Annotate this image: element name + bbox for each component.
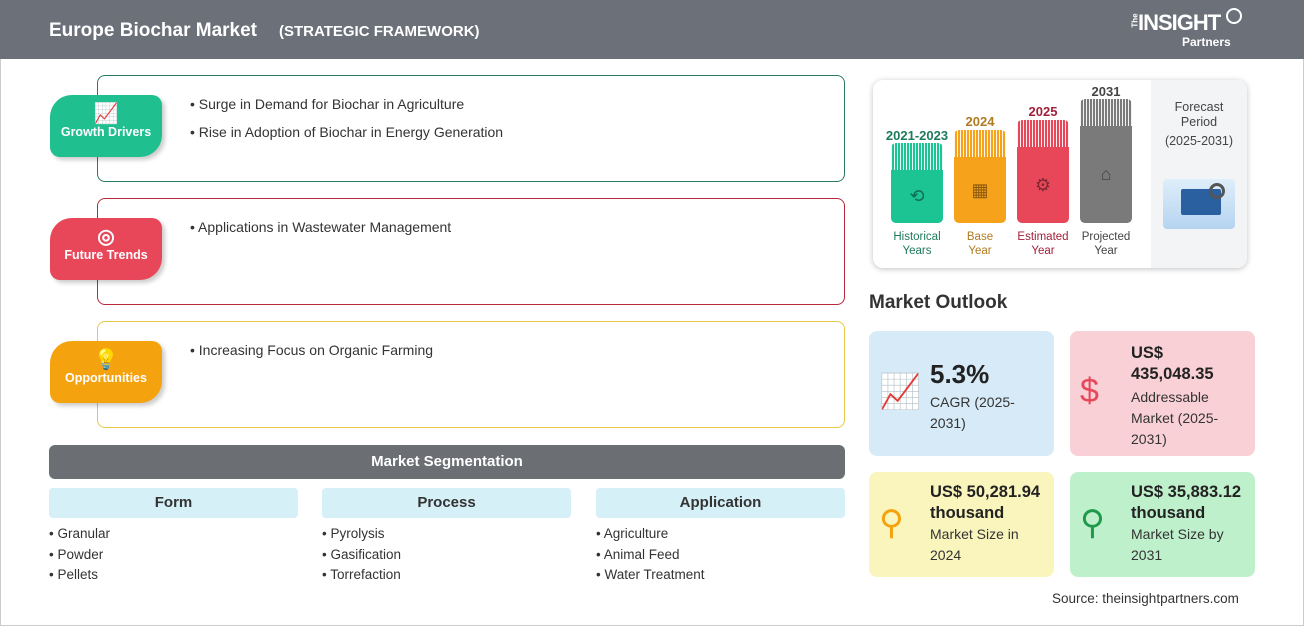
- badge-label: Opportunities: [65, 371, 147, 385]
- timeline-label-2: Years: [902, 245, 932, 257]
- outlook-label: Market Size in 2024: [930, 526, 1019, 563]
- segment-item: Torrefaction: [322, 567, 571, 588]
- timeline-label-1: Base: [966, 231, 994, 243]
- outlook-box-0: 📈 5.3% CAGR (2025-2031): [869, 331, 1054, 456]
- timeline-label-1: Projected: [1081, 231, 1131, 243]
- timeline-label-2: Year: [1094, 245, 1118, 257]
- header-bar: Europe Biochar Market (STRATEGIC FRAMEWO…: [0, 0, 1304, 59]
- badge-future-trends: ◎ Future Trends: [50, 218, 162, 280]
- segmentation-title: Market Segmentation: [49, 445, 845, 479]
- analytics-illustration-icon: [1163, 179, 1235, 229]
- segment-item: Pellets: [49, 567, 298, 588]
- segment-item: Animal Feed: [596, 547, 845, 568]
- framework-card-1: Applications in Wastewater Management: [97, 198, 845, 305]
- timeline-year: 2031: [1091, 84, 1121, 99]
- outlook-box-2: ⚲ US$ 50,281.94 thousand Market Size in …: [869, 472, 1054, 577]
- timeline-label-2: Year: [1031, 245, 1055, 257]
- outlook-label: Addressable Market (2025-2031): [1131, 389, 1219, 447]
- framework-card-2: Increasing Focus on Organic Farming: [97, 321, 845, 428]
- dollar-bulb-icon: $: [1080, 371, 1099, 410]
- framework-item: Increasing Focus on Organic Farming: [190, 342, 433, 358]
- target-icon: ◎: [97, 226, 115, 248]
- outlook-box-3: ⚲ US$ 35,883.12 thousand Market Size by …: [1070, 472, 1255, 577]
- framework-card-0: Surge in Demand for Biochar in Agricultu…: [97, 75, 845, 182]
- outlook-value: US$ 35,883.12 thousand: [1131, 483, 1242, 522]
- timeline-bar: ⚙: [1017, 120, 1069, 223]
- framework-item: Surge in Demand for Biochar in Agricultu…: [190, 96, 503, 112]
- framework-item: Applications in Wastewater Management: [190, 219, 451, 235]
- forecast-line1: Forecast: [1174, 100, 1224, 114]
- badge-label: Growth Drivers: [60, 125, 152, 139]
- badge-growth-drivers: 📈 Growth Drivers: [50, 95, 162, 157]
- timeline-label-2: Year: [968, 245, 992, 257]
- outlook-value: US$ 435,048.35: [1131, 344, 1214, 383]
- timeline-label: Estimated Year: [1008, 230, 1078, 258]
- segment-column-process: Process PyrolysisGasificationTorrefaction: [322, 488, 571, 588]
- outlook-label: CAGR (2025-2031): [930, 394, 1015, 431]
- growth-chart-icon: 📈: [93, 103, 119, 125]
- outlook-value: 5.3%: [930, 359, 990, 389]
- segment-column-form: Form GranularPowderPellets: [49, 488, 298, 588]
- monitor-gear-icon: ⚙: [1017, 147, 1069, 223]
- segment-item: Gasification: [322, 547, 571, 568]
- page-title: Europe Biochar Market: [49, 20, 257, 41]
- timeline-bar: ⌂: [1080, 99, 1132, 223]
- magnifier-dollar-icon: ⚲: [1080, 503, 1105, 542]
- segment-header: Form: [49, 488, 298, 518]
- timeline-card: Forecast Period (2025-2031) 2021-2023 ⟲ …: [873, 80, 1247, 268]
- segment-column-application: Application AgricultureAnimal FeedWater T…: [596, 488, 845, 588]
- timeline-label-1: Estimated: [1017, 231, 1069, 243]
- outlook-box-1: $ US$ 435,048.35 Addressable Market (202…: [1070, 331, 1255, 456]
- framework-item: Rise in Adoption of Biochar in Energy Ge…: [190, 124, 503, 140]
- forecast-line2: Period: [1180, 115, 1218, 129]
- timeline-label: Projected Year: [1071, 230, 1141, 258]
- timeline-year: 2025: [1028, 104, 1058, 119]
- timeline-label: Base Year: [945, 230, 1015, 258]
- segment-item: Agriculture: [596, 526, 845, 547]
- segment-header: Process: [322, 488, 571, 518]
- badge-opportunities: 💡 Opportunities: [50, 341, 162, 403]
- lightbulb-hand-icon: 💡: [93, 349, 119, 371]
- growth-chart-icon: 📈: [879, 372, 922, 411]
- page-subtitle: (STRATEGIC FRAMEWORK): [279, 23, 480, 40]
- calendar-icon: ▦: [954, 157, 1006, 223]
- logo-ring: [1226, 8, 1242, 24]
- timeline-bar: ▦: [954, 130, 1006, 223]
- segment-header: Application: [596, 488, 845, 518]
- market-outlook-title: Market Outlook: [869, 292, 1008, 313]
- segment-item: Granular: [49, 526, 298, 547]
- outlook-label: Market Size by 2031: [1131, 526, 1224, 563]
- presentation-icon: ⌂: [1080, 126, 1132, 223]
- logo-insight: INSIGHT: [1138, 10, 1221, 35]
- history-icon: ⟲: [891, 170, 943, 223]
- timeline-label: Historical Years: [882, 230, 952, 258]
- segment-item: Water Treatment: [596, 567, 845, 588]
- source-text: Source: theinsightpartners.com: [1052, 591, 1239, 606]
- segment-item: Powder: [49, 547, 298, 568]
- timeline-year: 2024: [965, 114, 995, 129]
- logo-partners: Partners: [1182, 35, 1231, 49]
- timeline-label-1: Historical: [893, 231, 941, 243]
- magnifier-dollar-icon: ⚲: [879, 503, 904, 542]
- outlook-value: US$ 50,281.94 thousand: [930, 483, 1041, 522]
- badge-label: Future Trends: [64, 248, 148, 262]
- timeline-year: 2021-2023: [885, 128, 949, 143]
- timeline-bar: ⟲: [891, 143, 943, 223]
- forecast-line3: (2025-2031): [1164, 134, 1234, 148]
- forecast-period: Forecast Period (2025-2031): [1151, 80, 1247, 268]
- segment-item: Pyrolysis: [322, 526, 571, 547]
